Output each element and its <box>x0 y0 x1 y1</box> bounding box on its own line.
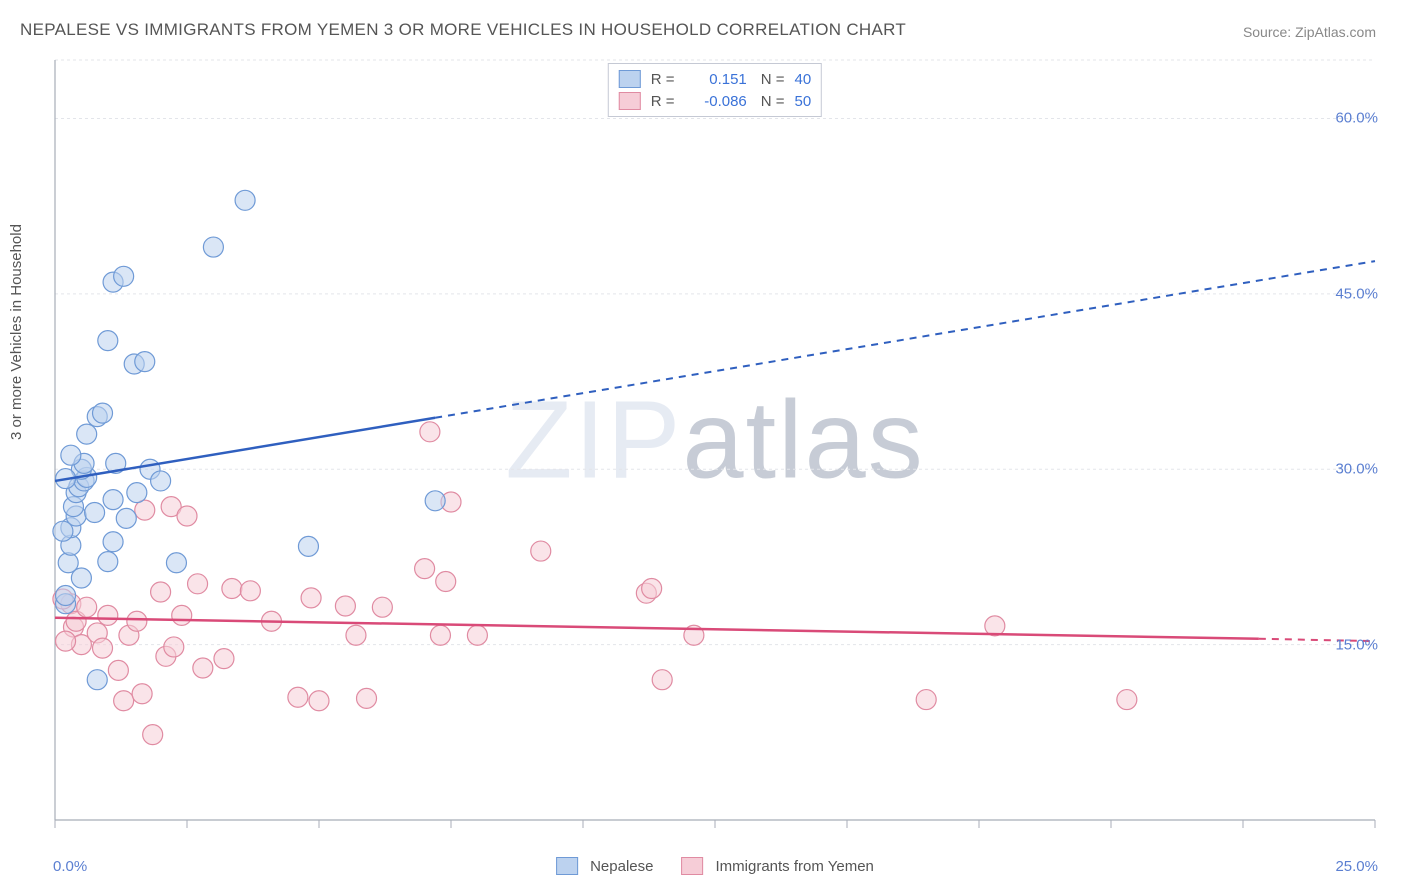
swatch-nepalese <box>556 857 578 875</box>
source-label: Source: ZipAtlas.com <box>1243 24 1376 40</box>
r-value-yemen: -0.086 <box>687 93 747 110</box>
n-label: N = <box>761 71 785 88</box>
x-tick-label: 0.0% <box>53 858 87 875</box>
chart-svg <box>55 60 1375 820</box>
page-title: NEPALESE VS IMMIGRANTS FROM YEMEN 3 OR M… <box>20 20 906 40</box>
r-label: R = <box>651 71 681 88</box>
series-legend: Nepalese Immigrants from Yemen <box>556 857 874 875</box>
legend-row-nepalese: R = 0.151 N = 40 <box>619 68 811 90</box>
r-value-nepalese: 0.151 <box>687 71 747 88</box>
legend-item-yemen: Immigrants from Yemen <box>681 857 873 875</box>
y-axis-label: 3 or more Vehicles in Household <box>8 224 25 440</box>
chart-area: ZIPatlas R = 0.151 N = 40 R = -0.086 N =… <box>55 60 1375 820</box>
swatch-yemen <box>619 92 641 110</box>
swatch-yemen <box>681 857 703 875</box>
legend-item-nepalese: Nepalese <box>556 857 653 875</box>
n-label: N = <box>761 93 785 110</box>
legend-label-yemen: Immigrants from Yemen <box>715 858 873 875</box>
x-tick-label: 25.0% <box>1335 858 1378 875</box>
legend-label-nepalese: Nepalese <box>590 858 653 875</box>
r-label: R = <box>651 93 681 110</box>
n-value-nepalese: 40 <box>795 71 812 88</box>
y-tick-label: 30.0% <box>1335 461 1378 478</box>
correlation-legend: R = 0.151 N = 40 R = -0.086 N = 50 <box>608 63 822 117</box>
y-tick-label: 60.0% <box>1335 110 1378 127</box>
legend-row-yemen: R = -0.086 N = 50 <box>619 90 811 112</box>
y-tick-label: 45.0% <box>1335 285 1378 302</box>
y-tick-label: 15.0% <box>1335 636 1378 653</box>
n-value-yemen: 50 <box>795 93 812 110</box>
swatch-nepalese <box>619 70 641 88</box>
